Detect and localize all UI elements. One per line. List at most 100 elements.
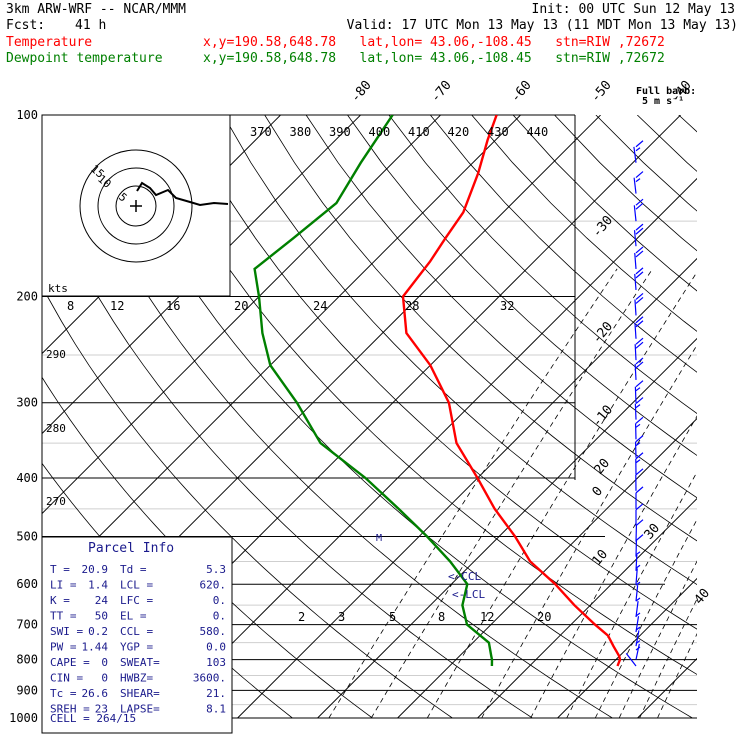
wind-barb-flag (635, 316, 644, 324)
wind-barb-staff (635, 643, 640, 660)
isotherm-grid (42, 115, 697, 719)
wind-barb (634, 316, 644, 339)
wind-barb-flag (635, 357, 644, 365)
wind-barb (633, 198, 644, 222)
mixing-ratio-label: 28 (405, 299, 419, 313)
wind-barb-half (635, 178, 641, 183)
pressure-label: 200 (16, 290, 38, 304)
mixing-ratio-label: 3 (338, 610, 345, 624)
wind-barb-half (635, 387, 641, 392)
forecast-label: Fcst: (6, 18, 46, 33)
wind-barb-flag (635, 416, 644, 424)
wind-barb (634, 267, 644, 290)
wind-barb-half (635, 597, 641, 602)
wind-barb (634, 416, 644, 440)
mixing-ratio-label: 8 (438, 610, 445, 624)
wind-barb-flag (635, 361, 644, 369)
wind-barb-staff (633, 205, 637, 222)
hodograph-units-label: kts (48, 282, 68, 295)
parcel-value: 23 (95, 703, 108, 716)
hodograph-trace (136, 181, 229, 207)
wind-barb-flag (635, 250, 644, 258)
wind-barb-staff (634, 273, 637, 290)
parcel-label: T = (50, 563, 70, 576)
theta-label: 380 (290, 125, 312, 139)
isotherm-label: 20 (592, 456, 614, 478)
wind-barb-staff (634, 363, 637, 380)
mixing-ratio-line (594, 518, 697, 719)
wind-barb-flag (635, 380, 644, 388)
dry-adiabat-line (98, 115, 693, 719)
sounding-traces (253, 115, 622, 667)
dry-adiabat-line (140, 115, 697, 675)
theta-label: 440 (527, 125, 549, 139)
wind-barb (635, 534, 644, 557)
parcel-value: 580. (200, 625, 227, 638)
parcel-label: LI = (50, 579, 77, 592)
isotherm-line (42, 115, 361, 435)
wind-barb (633, 140, 644, 163)
parcel-value: 5.3 (206, 563, 226, 576)
parcel-label: CCL = (120, 625, 153, 638)
mixing-ratio-label: 20 (537, 610, 551, 624)
mixing-ratio-line (639, 598, 697, 719)
storm-cell-motion: CELL = 264/15 (50, 712, 136, 725)
wind-barb (635, 468, 644, 491)
mixing-ratio-label: 32 (500, 299, 514, 313)
wind-barb (625, 646, 641, 667)
valid-time: Valid: 17 UTC Mon 13 May 13 (11 MDT Mon … (346, 18, 738, 33)
parcel-value: 21. (206, 687, 226, 700)
dry-adiabat-line (720, 115, 740, 718)
wind-barb-flag (635, 223, 644, 231)
parcel-label: PW = (50, 641, 77, 654)
isotherm-line (557, 577, 697, 719)
parcel-value: 1.44 (82, 641, 109, 654)
mixing-ratio-line (370, 268, 653, 719)
dewpoint-station-info: x,y=190.58,648.78 lat,lon= 43.06,-108.45… (203, 51, 665, 66)
wind-barb-half (635, 581, 641, 586)
wind-barb-flag (635, 271, 644, 279)
parcel-label: SHEAR= (120, 687, 160, 700)
theta-label: 410 (408, 125, 430, 139)
wind-barb-flag (635, 397, 644, 405)
isotherm-line (477, 497, 697, 719)
wind-barb-half (635, 564, 641, 569)
wind-barb (635, 452, 644, 475)
mixing-ratio-label: 8 (67, 299, 74, 313)
mixing-ratio-label: 5 (389, 610, 396, 624)
parcel-value: 20.9 (82, 563, 109, 576)
wind-barb (634, 435, 644, 458)
parcel-label: YGP = (120, 641, 153, 654)
pressure-label: 1000 (9, 711, 38, 725)
temperature-trace (401, 115, 622, 667)
wind-barb-flag (635, 267, 644, 275)
parcel-value: 50 (95, 610, 108, 623)
wind-barb (634, 337, 644, 361)
parcel-label: TT = (50, 610, 77, 623)
dry-adiabat-line (512, 115, 697, 292)
mixing-ratio-line (530, 415, 697, 719)
parcel-value: 1.4 (88, 579, 108, 592)
parcel-label: CAPE = (50, 656, 90, 669)
pressure-label: 100 (16, 108, 38, 122)
mixing-ratio-label: 12 (110, 299, 124, 313)
parcel-value: 0. (213, 610, 226, 623)
pressure-label: 800 (16, 653, 38, 667)
isotherm-label: 0 (590, 484, 607, 500)
wind-barb-half (635, 147, 641, 152)
wind-barb (634, 380, 644, 403)
parcel-label: LFC = (120, 594, 153, 607)
hodograph-ring (97, 167, 175, 245)
wind-barb-staff (633, 146, 637, 163)
pressure-label: 400 (16, 471, 38, 485)
parcel-value: 0.2 (88, 625, 108, 638)
wind-barb-flag (635, 198, 644, 206)
init-time: Init: 00 UTC Sun 12 May 13 (531, 2, 736, 17)
dry-adiabat-line (222, 115, 697, 586)
hodograph-ring (79, 149, 193, 263)
parcel-info-box (41, 536, 233, 734)
wind-barb-half (635, 423, 641, 428)
wind-barb-staff (634, 252, 637, 269)
parcel-info-rows: T = 20.9 Td = 5.3 LI = 1.4 LCL = 620. K = 24 LFC =… (50, 563, 226, 716)
